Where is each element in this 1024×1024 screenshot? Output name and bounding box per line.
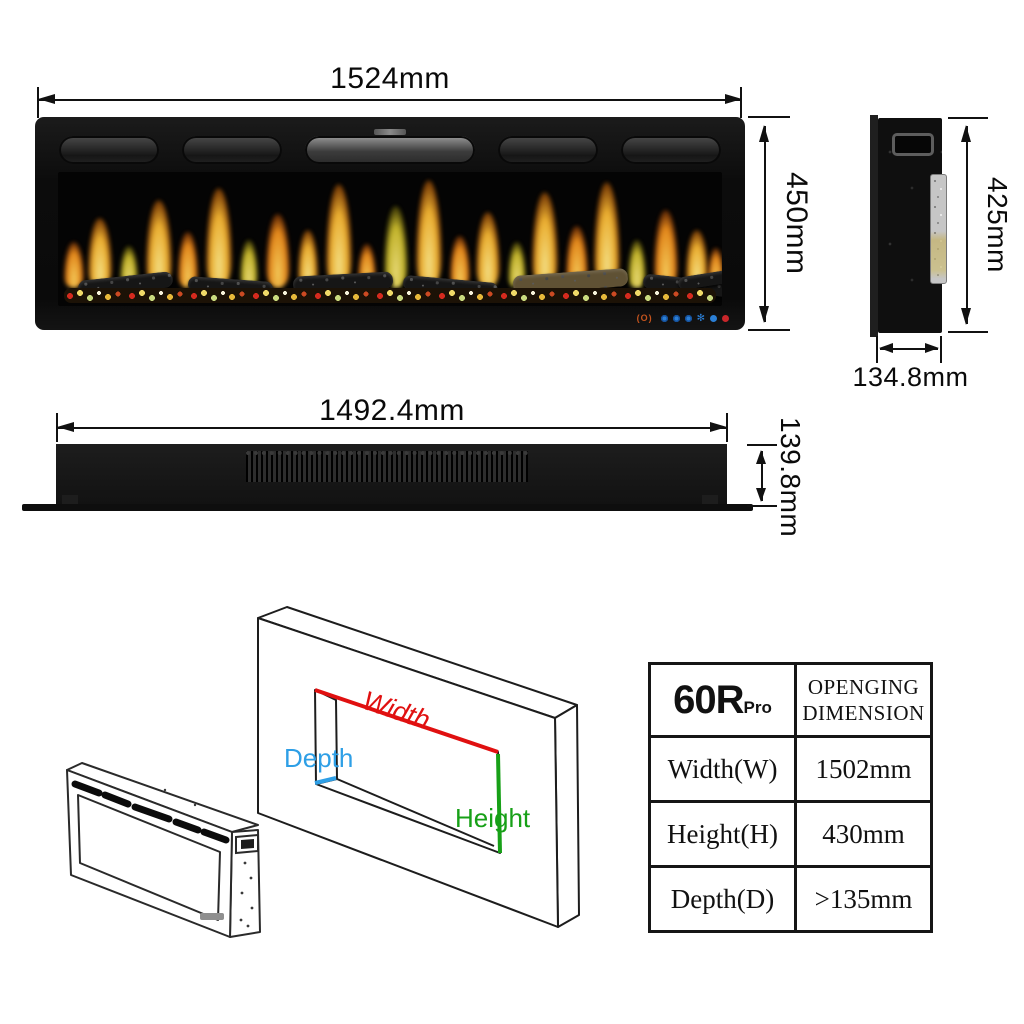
bottom-width-dimension-arrow: [57, 422, 727, 432]
depth-label: Depth: [284, 743, 353, 773]
front-width-dimension-arrow: [38, 94, 742, 104]
fireplace-bottom-view: [56, 444, 727, 505]
spec-value: 430mm: [794, 800, 933, 868]
mounting-tab: [702, 495, 718, 505]
control-button-icon: [660, 314, 668, 322]
heat-button-icon: [722, 314, 729, 322]
bottom-thickness-dimension-arrow: [756, 450, 766, 502]
control-button-icon: [684, 314, 692, 322]
table-row: Width(W) 1502mm: [648, 735, 933, 803]
power-indicator-icon: (O): [636, 313, 653, 323]
front-height-dimension-label: 450mm: [780, 171, 813, 275]
dimension-tick: [876, 336, 878, 363]
mounting-tab: [62, 495, 78, 505]
fireplace-front-view: (O) ✻: [35, 117, 745, 330]
dimension-tick: [748, 116, 790, 118]
spec-label: Depth(D): [648, 865, 797, 933]
front-height-dimension-arrow: [759, 125, 769, 323]
control-button-icon: [710, 314, 717, 322]
spec-label: Width(W): [648, 735, 797, 803]
fireplace-side-view: [878, 118, 947, 333]
opening-height-line: [496, 753, 502, 854]
bottom-view-flange: [22, 504, 753, 511]
vent-slot: [182, 136, 282, 164]
dimension-tick: [726, 413, 728, 442]
unit-vent-slots: [71, 780, 230, 844]
side-view-front-flange: [870, 115, 878, 337]
table-header-row: 60RPro OPENGING DIMENSION: [648, 662, 933, 738]
model-suffix: Pro: [743, 697, 772, 717]
bottom-width-dimension-label: 1492.4mm: [319, 394, 465, 427]
spec-value: >135mm: [794, 865, 933, 933]
vent-slot: [621, 136, 721, 164]
dimension-tick: [948, 331, 988, 333]
vent-slot: [305, 136, 475, 164]
top-vents: [59, 136, 721, 164]
side-height-dimension-label: 425mm: [982, 177, 1013, 273]
side-depth-dimension-arrow: [879, 343, 939, 353]
control-button-icon: [672, 314, 680, 322]
flame-display: [58, 172, 722, 306]
handle-cutout: [892, 133, 934, 156]
spec-label: Height(H): [648, 800, 797, 868]
vent-slot: [59, 136, 159, 164]
dimension-tick: [747, 444, 777, 446]
touch-control-panel: (O) ✻: [637, 313, 729, 323]
dimension-tick: [747, 505, 777, 507]
ember-bed: [64, 288, 716, 303]
spec-value: 1502mm: [794, 735, 933, 803]
fireplace-3d-drawing: [66, 762, 261, 938]
table-row: Depth(D) >135mm: [648, 865, 933, 933]
bottom-thickness-dimension-label: 139.8mm: [775, 416, 806, 538]
front-width-dimension-label: 1524mm: [330, 62, 450, 95]
unit-side-handle: [235, 833, 259, 855]
dimension-tick: [940, 336, 942, 363]
side-depth-dimension-label: 134.8mm: [852, 362, 969, 392]
side-height-dimension-arrow: [961, 125, 971, 325]
opening-dimension-table: 60RPro OPENGING DIMENSION Width(W) 1502mm…: [648, 662, 933, 933]
dimension-tick: [748, 329, 790, 331]
model-name: 60RPro: [673, 677, 772, 722]
unit-brand-logo: [200, 913, 224, 920]
brand-logo: [374, 129, 406, 135]
snowflake-icon: ✻: [696, 312, 705, 324]
screw-holes: [163, 788, 254, 928]
table-row: Height(H) 430mm: [648, 800, 933, 868]
wall-right-face: [554, 704, 580, 928]
rating-label-strip: [930, 174, 947, 284]
vent-slot: [498, 136, 598, 164]
dimension-tick: [948, 117, 988, 119]
table-title: OPENGING DIMENSION: [802, 675, 925, 725]
opening-depth-line: [314, 776, 337, 785]
wall-opening-diagram: Width Depth Height: [257, 606, 580, 928]
opening-inner-bottom: [336, 778, 495, 847]
air-grille: [246, 451, 528, 482]
height-label: Height: [455, 803, 531, 833]
opening-width-line: [314, 688, 499, 754]
